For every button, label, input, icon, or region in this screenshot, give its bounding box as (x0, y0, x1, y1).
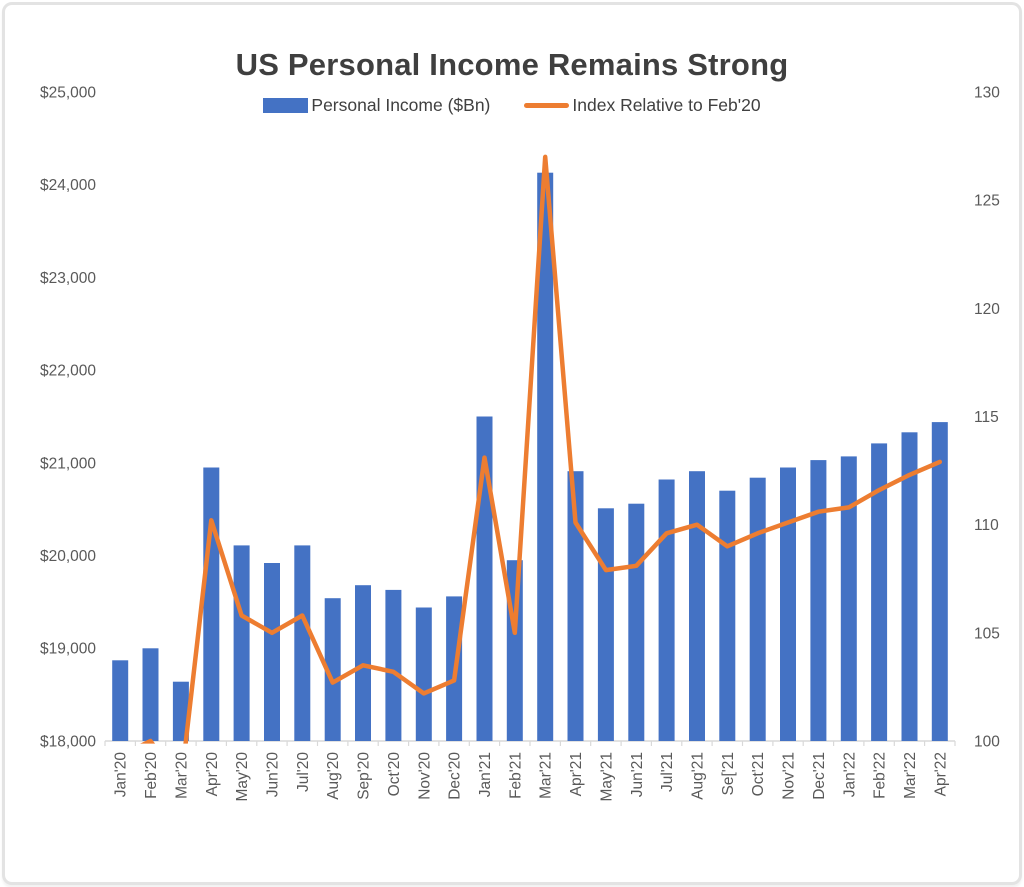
bar-column (112, 660, 129, 741)
bar-column (931, 422, 948, 741)
y-axis-label-left: $20,000 (40, 548, 96, 565)
bar-column (172, 681, 189, 741)
y-axis-label-left: $23,000 (40, 270, 96, 287)
x-axis-label: Aug'20 (325, 752, 342, 800)
x-axis-label: Feb'22 (872, 752, 889, 799)
legend: Personal Income ($Bn) Index Relative to … (0, 93, 1024, 117)
legend-item-personal-income: Personal Income ($Bn) (263, 95, 490, 116)
y-axis-label-right: 125 (974, 193, 1000, 210)
y-axis-label-left: $19,000 (40, 641, 96, 658)
bar-column (810, 460, 827, 741)
bar-column (567, 471, 584, 741)
bar-column (901, 432, 918, 741)
legend-label-index: Index Relative to Feb'20 (572, 94, 761, 115)
x-axis-label: Dec'20 (447, 752, 464, 800)
y-axis-label-right: 120 (974, 301, 1000, 318)
x-axis-label: Jun'21 (629, 752, 646, 797)
bar-column (749, 477, 766, 741)
bar-column (780, 467, 796, 741)
index-line (140, 154, 943, 744)
legend-item-index: Index Relative to Feb'20 (524, 94, 761, 116)
y-axis-label-right: 105 (974, 625, 1000, 642)
x-axis-label: Jan'22 (841, 752, 858, 797)
x-axis-label: May'20 (234, 752, 251, 802)
x-axis-label: Se['21 (720, 752, 737, 795)
x-axis-label: Nov'21 (781, 752, 798, 800)
y-axis-label-left: $25,000 (40, 84, 96, 101)
legend-line-swatch-icon (524, 102, 570, 108)
x-axis-label: Apr'21 (568, 752, 585, 796)
x-axis-label: Jul'21 (659, 752, 676, 792)
x-axis-label: Apr'22 (932, 752, 949, 796)
x-axis-label: Nov'20 (416, 752, 433, 800)
x-axis-label: Feb'20 (143, 752, 160, 799)
bar-column (719, 490, 736, 741)
bar-column (537, 172, 554, 741)
x-axis-label: Mar'21 (538, 752, 555, 799)
bar-column (658, 479, 675, 741)
legend-label-personal-income: Personal Income ($Bn) (311, 94, 491, 115)
bar-column (597, 508, 614, 741)
x-axis-label: Mar'20 (173, 752, 190, 799)
y-axis-label-right: 130 (974, 84, 1000, 101)
x-axis-label: Mar'22 (902, 752, 919, 799)
bar-column (264, 563, 280, 741)
y-axis-label-left: $24,000 (40, 177, 96, 194)
x-axis-label: Sep'20 (356, 752, 373, 800)
bar-column (203, 467, 220, 741)
bar-column (689, 471, 705, 741)
bar-column (233, 545, 250, 741)
x-axis-label: May'21 (598, 752, 615, 801)
x-axis-label: Jul'20 (295, 752, 312, 792)
bar-column (415, 607, 432, 741)
chart-title: US Personal Income Remains Strong (235, 46, 789, 82)
y-axis-label-right: 110 (974, 517, 999, 534)
x-axis-label: Oct'20 (386, 752, 403, 797)
y-axis-label-left: $21,000 (40, 455, 96, 472)
bar-column (294, 545, 311, 741)
x-axis-label: Feb'21 (507, 752, 524, 799)
x-axis-label: Oct'21 (750, 752, 767, 796)
y-axis-label-right: 115 (974, 409, 999, 426)
bar-column (142, 648, 159, 741)
x-axis-label: Aug'21 (690, 752, 707, 800)
x-axis-label: Jan'21 (477, 752, 494, 797)
x-axis-label: Jan'20 (113, 752, 130, 798)
legend-bar-swatch-icon (263, 97, 309, 113)
y-axis-label-left: $22,000 (40, 363, 96, 380)
x-axis-label: Jun'20 (265, 752, 282, 798)
bar-column (324, 598, 341, 741)
y-axis-label-right: 100 (974, 733, 1000, 750)
bar-column (871, 443, 888, 741)
bar-column (628, 503, 645, 741)
bar-column (385, 589, 402, 741)
bar-column (840, 456, 857, 741)
y-axis-label-left: $18,000 (40, 733, 96, 750)
x-axis-label: Dec'21 (811, 752, 828, 800)
x-axis-label: Apr'20 (204, 752, 221, 797)
